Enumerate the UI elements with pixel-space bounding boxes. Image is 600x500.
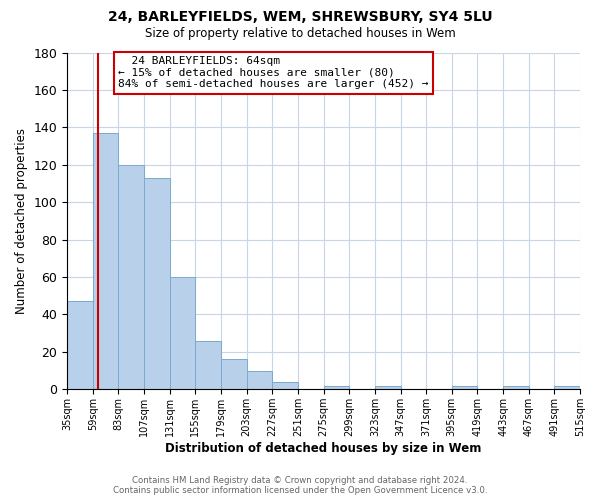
Y-axis label: Number of detached properties: Number of detached properties bbox=[15, 128, 28, 314]
Bar bbox=[93, 133, 118, 390]
Bar bbox=[554, 386, 580, 390]
Bar bbox=[323, 386, 349, 390]
Text: Contains HM Land Registry data © Crown copyright and database right 2024.
Contai: Contains HM Land Registry data © Crown c… bbox=[113, 476, 487, 495]
Bar bbox=[67, 302, 93, 390]
Bar bbox=[272, 382, 298, 390]
Bar bbox=[375, 386, 401, 390]
Bar bbox=[118, 165, 144, 390]
Bar bbox=[452, 386, 478, 390]
X-axis label: Distribution of detached houses by size in Wem: Distribution of detached houses by size … bbox=[166, 442, 482, 455]
Bar bbox=[170, 277, 196, 390]
Bar bbox=[144, 178, 170, 390]
Bar bbox=[503, 386, 529, 390]
Text: Size of property relative to detached houses in Wem: Size of property relative to detached ho… bbox=[145, 28, 455, 40]
Bar bbox=[247, 370, 272, 390]
Text: 24 BARLEYFIELDS: 64sqm
← 15% of detached houses are smaller (80)
84% of semi-det: 24 BARLEYFIELDS: 64sqm ← 15% of detached… bbox=[118, 56, 429, 90]
Text: 24, BARLEYFIELDS, WEM, SHREWSBURY, SY4 5LU: 24, BARLEYFIELDS, WEM, SHREWSBURY, SY4 5… bbox=[107, 10, 493, 24]
Bar bbox=[221, 360, 247, 390]
Bar bbox=[196, 340, 221, 390]
